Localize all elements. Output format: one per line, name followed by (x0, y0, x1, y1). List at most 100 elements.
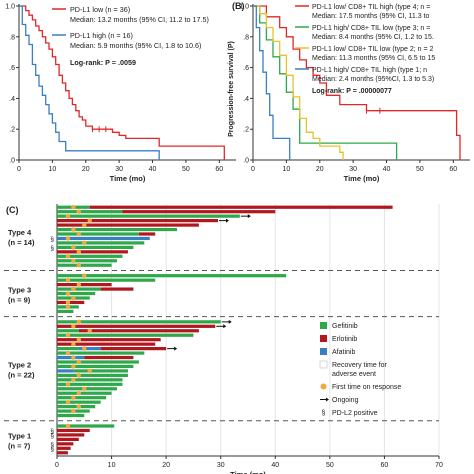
bar-segment-gefitinib (57, 378, 123, 382)
bar-segment-erlotinib (57, 324, 216, 328)
km1-annotation: Log-rank: P = .00000077 (312, 88, 392, 95)
response-dot (76, 319, 82, 325)
response-dot (76, 249, 82, 255)
km0-y-tick-label: .8 (9, 34, 15, 41)
bar-x-tick-label: 20 (162, 462, 170, 469)
bar-segment-erlotinib (57, 437, 79, 441)
group-label: Type 2 (8, 361, 31, 370)
km1-legend-sub: Median: 8.4 months (95% CI, 1.2 to 15. (312, 34, 434, 41)
km1-y-tick-label: 1.0 (239, 4, 249, 11)
bar-segment-erlotinib (122, 210, 276, 214)
km0-legend-sub: Median: 13.2 months (95% CI, 11.2 to 17.… (70, 15, 209, 24)
bar-segment-erlotinib (57, 342, 156, 346)
km1-legend-label: PD-L1 low/ CD8+ TIL high (type 4; n = (312, 4, 430, 11)
response-dot (71, 408, 76, 414)
bar-legend-label: Recovery time for (332, 362, 388, 369)
bar-x-tick-label: 40 (271, 462, 279, 469)
km1-y-tick-label: .8 (243, 34, 249, 41)
bar-legend-swatch (320, 322, 327, 329)
pdl2-symbol: § (50, 446, 54, 453)
ongoing-arrow-head (228, 319, 232, 324)
bar-segment-erlotinib (138, 232, 156, 236)
bar-legend-label: Gefitinib (332, 323, 358, 330)
km0-y-tick-label: .2 (9, 127, 15, 134)
km1-x-axis-label: Time (mo) (344, 174, 380, 183)
response-dot (65, 213, 71, 219)
bar-segment-gefitinib (57, 364, 134, 369)
bar-segment-gefitinib (57, 227, 178, 232)
km1-series-line-3 (253, 5, 291, 160)
km1-legend-sub: Median: 2.4 months (95%CI, 1.3 to 5.3) (312, 76, 434, 83)
response-dot (65, 236, 71, 241)
bar-legend-label: Erlotinib (332, 336, 357, 343)
group-n: (n = 14) (8, 238, 35, 247)
response-dot (65, 399, 71, 405)
km0-annotation: Log-rank: P = .0059 (70, 58, 136, 67)
bar-segment-gefitinib (73, 369, 128, 373)
response-dot (71, 355, 76, 360)
response-dot (76, 209, 82, 214)
response-dot (87, 328, 92, 333)
pdl2-symbol: § (50, 428, 54, 435)
bar-segment-erlotinib (100, 347, 167, 351)
response-dot (71, 205, 76, 210)
response-dot (82, 386, 87, 391)
bar-x-axis-label: Time (mo) (230, 470, 266, 474)
bar-segment-erlotinib (57, 433, 85, 437)
km0-series-line-1 (19, 5, 160, 160)
response-dot (76, 391, 82, 396)
km1-y-tick-label: .4 (243, 96, 249, 103)
response-dot (71, 395, 76, 400)
km1-x-tick-label: 30 (349, 166, 357, 173)
km0-x-tick-label: 0 (17, 166, 21, 173)
bar-segment-erlotinib (57, 338, 161, 342)
km1-x-tick-label: 10 (282, 166, 290, 173)
pdl2-symbol: § (50, 441, 54, 448)
response-dot (76, 337, 82, 342)
km1-x-tick-label: 40 (383, 166, 391, 173)
response-dot (87, 218, 92, 223)
bar-segment-erlotinib (57, 442, 74, 446)
response-dot (76, 359, 82, 365)
bar-segment-gefitinib (57, 329, 79, 333)
ongoing-arrow-head (225, 218, 229, 223)
response-dot (71, 377, 76, 383)
km0-x-axis-label: Time (mo) (110, 174, 146, 183)
bar-x-tick-label: 60 (381, 462, 389, 469)
km0-x-tick-label: 60 (215, 166, 223, 173)
bar-segment-gefitinib (57, 214, 240, 218)
response-dot (82, 240, 87, 246)
bar-legend-swatch (320, 348, 327, 355)
response-dot (65, 304, 71, 310)
bar-segment-erlotinib (57, 283, 112, 287)
response-dot (87, 368, 92, 374)
bar-segment-gefitinib (57, 396, 107, 400)
bar-panel-label: (C) (6, 205, 19, 215)
response-dot (65, 423, 71, 429)
bar-segment-afatinib (57, 236, 150, 241)
group-n: (n = 7) (8, 441, 31, 450)
bar-segment-erlotinib (57, 300, 85, 305)
response-dot (76, 404, 82, 409)
km0-x-tick-label: 50 (182, 166, 190, 173)
bar-segment-gefitinib (57, 278, 156, 282)
bar-segment-gefitinib (57, 259, 118, 263)
response-dot (71, 364, 76, 369)
km0-legend-label: PD-L1 high (n = 16) (70, 31, 133, 40)
bar-segment-erlotinib (57, 446, 71, 450)
bar-segment-gefitinib (57, 291, 96, 296)
bar-legend-arrow-head (326, 397, 329, 402)
pdl2-symbol: § (50, 236, 54, 243)
km1-legend-label: PD-L1 high/ CD8+ TIL high (type 1; n (312, 67, 427, 74)
response-dot (65, 277, 71, 283)
km0-x-tick-label: 30 (115, 166, 123, 173)
response-dot (71, 258, 76, 263)
km0-x-tick-label: 40 (149, 166, 157, 173)
km0-x-tick-label: 20 (82, 166, 90, 173)
km1-legend-label: PD-L1 high/ CD8+ TIL low (type 3; n = (312, 25, 430, 32)
response-dot (71, 227, 76, 232)
bar-legend-swatch (320, 335, 327, 342)
km0-series-line-0 (19, 5, 225, 160)
bar-segment-erlotinib (57, 250, 128, 254)
